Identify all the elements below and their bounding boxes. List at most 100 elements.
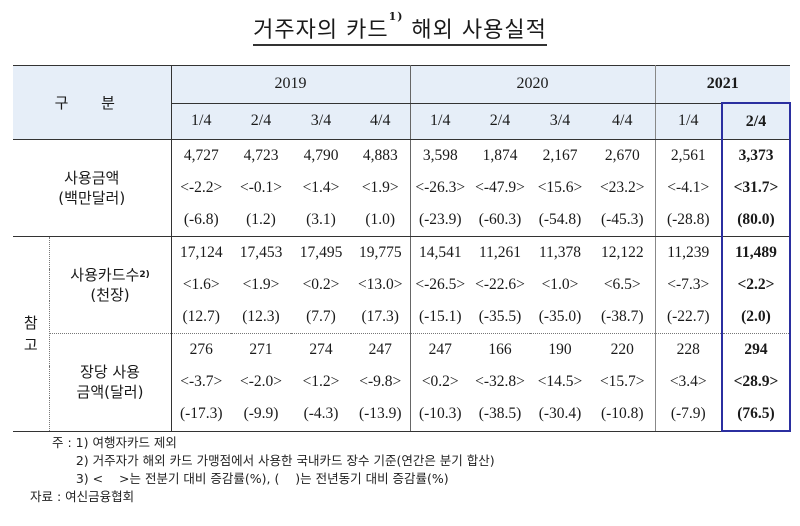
per-card-value: 247 <box>368 341 392 358</box>
cards-qoq: <0.2> <box>302 276 340 293</box>
header-quarter: 2/4 <box>231 103 291 140</box>
per-card-yoy: (-9.9) <box>231 398 291 432</box>
amount-qoq: <-47.9> <box>475 179 525 196</box>
per-card-value: 247 <box>409 333 470 366</box>
row-label-cards: 사용카드수2) (천장) <box>49 236 172 334</box>
amount-yoy-highlighted: (80.0) <box>721 204 791 237</box>
per-card-qoq: <0.2> <box>409 366 470 398</box>
header-year-2019: 2019 <box>171 65 411 104</box>
amount-value: 2,167 <box>542 147 578 164</box>
per-card-value: 271 <box>249 341 273 358</box>
amount-qoq: <-2.2> <box>180 179 223 196</box>
per-card-qoq-highlighted: <28.9> <box>721 366 791 398</box>
cards-value: 11,378 <box>538 244 582 261</box>
amount-value: 2,561 <box>654 139 722 172</box>
per-card-value: 276 <box>189 341 213 358</box>
note-1: 주 : 1) 여행자카드 제외 <box>52 435 177 450</box>
cards-yoy: (7.7) <box>291 301 351 334</box>
per-card-yoy: (-4.3) <box>291 398 351 432</box>
per-card-value: 274 <box>309 341 333 358</box>
per-card-qoq: <-32.8> <box>475 373 525 390</box>
cards-qoq-highlighted: <2.2> <box>721 269 791 301</box>
cards-qoq: <1.9> <box>242 276 280 293</box>
amount-value: 1,874 <box>482 147 518 164</box>
amount-qoq: <-0.1> <box>239 179 283 196</box>
header-quarter: 1/4 <box>409 103 470 140</box>
amount-value: 4,723 <box>243 147 279 164</box>
per-card-yoy: (-30.4) <box>530 398 590 432</box>
footnotes: 주 : 1) 여행자카드 제외 2) 거주자가 해외 카드 가맹점에서 사용한 … <box>30 434 495 506</box>
per-card-qoq: <-2.0> <box>239 373 283 390</box>
per-card-yoy-highlighted: (76.5) <box>721 398 791 432</box>
cards-yoy: (-38.7) <box>590 301 655 334</box>
amount-qoq: <-4.1> <box>654 172 722 204</box>
cards-yoy: (17.3) <box>351 301 410 334</box>
cards-value: 17,495 <box>299 244 343 261</box>
per-card-yoy: (-38.5) <box>470 398 530 432</box>
header-quarter: 4/4 <box>351 103 410 140</box>
cards-value: 11,261 <box>478 244 522 261</box>
row-label-per-card: 장당 사용 금액(달러) <box>49 333 172 432</box>
header-year-2020: 2020 <box>410 65 656 104</box>
amount-qoq: <15.6> <box>537 179 583 196</box>
cards-yoy: (12.7) <box>171 301 231 334</box>
amount-qoq: <-26.3> <box>409 172 470 204</box>
header-quarter-highlighted: 2/4 <box>721 102 791 140</box>
reference-label: 참고 <box>13 236 50 432</box>
amount-value: 2,670 <box>604 147 640 164</box>
per-card-value: 190 <box>548 341 572 358</box>
amount-qoq: <1.9> <box>361 179 399 196</box>
header-quarter: 4/4 <box>590 103 655 140</box>
per-card-qoq: <14.5> <box>537 373 583 390</box>
amount-value: 4,790 <box>303 147 339 164</box>
row-label-amount: 사용금액 (백만달러) <box>13 139 172 237</box>
per-card-yoy: (-13.9) <box>351 398 410 432</box>
cards-qoq: <-26.5> <box>409 269 470 301</box>
amount-yoy: (1.0) <box>351 204 410 237</box>
note-3: 3) < >는 전분기 대비 증감률(%), ( )는 전년동기 대비 증감률(… <box>52 471 449 486</box>
cards-yoy: (-15.1) <box>409 301 470 334</box>
amount-yoy: (-45.3) <box>590 204 655 237</box>
cards-value: 19,775 <box>358 244 402 261</box>
note-2: 2) 거주자가 해외 카드 가맹점에서 사용한 국내카드 장수 기준(연간은 분… <box>52 453 495 468</box>
cards-value-highlighted: 11,489 <box>721 236 791 269</box>
cards-yoy-highlighted: (2.0) <box>721 301 791 334</box>
header-quarter: 1/4 <box>171 103 231 140</box>
per-card-qoq: <-9.8> <box>359 373 402 390</box>
cards-value: 11,239 <box>654 236 722 269</box>
amount-qoq-highlighted: <31.7> <box>721 172 791 204</box>
header-year-2021: 2021 <box>655 65 790 104</box>
cards-footnote: 2) <box>139 270 150 280</box>
per-card-qoq: <-3.7> <box>180 373 223 390</box>
cards-yoy: (-35.0) <box>530 301 590 334</box>
amount-yoy: (-23.9) <box>409 204 470 237</box>
per-card-qoq: <3.4> <box>654 366 722 398</box>
per-card-value: 228 <box>654 333 722 366</box>
per-card-yoy: (-10.3) <box>409 398 470 432</box>
per-card-yoy: (-17.3) <box>171 398 231 432</box>
cards-qoq: <13.0> <box>357 276 403 293</box>
cards-qoq: <-7.3> <box>654 269 722 301</box>
amount-qoq: <23.2> <box>599 179 645 196</box>
per-card-value: 220 <box>610 341 634 358</box>
cards-yoy: (12.3) <box>231 301 291 334</box>
cards-value: 14,541 <box>409 236 470 269</box>
per-card-value: 166 <box>488 341 512 358</box>
source-note: 자료 : 여신금융협회 <box>30 489 135 504</box>
cards-value: 17,453 <box>239 244 283 261</box>
header-category: 구 분 <box>13 65 172 140</box>
amount-value: 3,598 <box>409 139 470 172</box>
per-card-yoy: (-10.8) <box>590 398 655 432</box>
amount-value-highlighted: 3,373 <box>721 139 791 172</box>
per-card-yoy: (-7.9) <box>654 398 722 432</box>
cards-value: 17,124 <box>179 244 223 261</box>
title-text: 거주자의 카드1) 해외 사용실적 <box>253 10 547 46</box>
cards-qoq: <6.5> <box>603 276 641 293</box>
amount-yoy: (-6.8) <box>171 204 231 237</box>
cards-yoy: (-22.7) <box>654 301 722 334</box>
amount-yoy: (-60.3) <box>470 204 530 237</box>
per-card-value-highlighted: 294 <box>721 333 791 366</box>
card-usage-table: 구 분 2019 2020 2021 1/4 2/4 3/4 4/4 1/4 2… <box>13 65 791 432</box>
amount-yoy: (1.2) <box>231 204 291 237</box>
amount-value: 4,883 <box>362 147 398 164</box>
